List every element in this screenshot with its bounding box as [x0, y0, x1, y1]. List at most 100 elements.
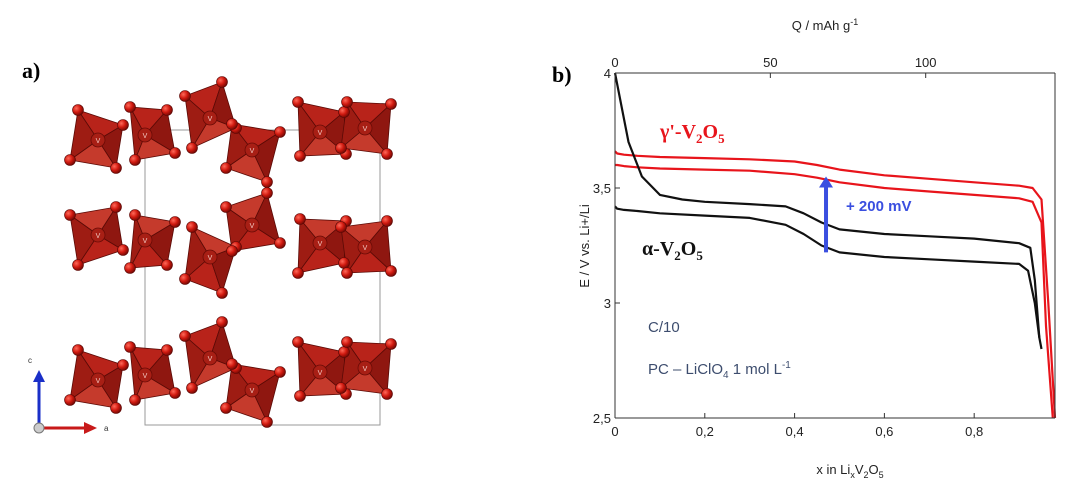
vanadium-label: V: [143, 133, 148, 140]
vanadium-atom: [137, 367, 153, 383]
oxygen-atom: [274, 126, 286, 138]
series-line-2: [613, 72, 1041, 338]
oxygen-atom: [226, 118, 238, 130]
oxygen-atom: [216, 287, 228, 299]
vanadium-atom: [312, 364, 328, 380]
electrolyte-annotation: PC – LiClO4 1 mol L-1: [648, 360, 791, 381]
vanadium-atom: [312, 235, 328, 251]
vanadium-label: V: [318, 130, 323, 137]
polyhedron-face: [184, 225, 211, 281]
x-tick-label: 0,2: [696, 424, 714, 439]
vanadium-atom: [312, 124, 328, 140]
vanadium-label: V: [143, 373, 148, 380]
oxygen-atom: [274, 366, 286, 378]
vanadium-atom: [137, 232, 153, 248]
vanadium-label: V: [363, 366, 368, 373]
oxygen-atom: [385, 338, 397, 350]
vanadium-atom: [357, 360, 373, 376]
y-axis-title: E / V vs. Li+/Li: [577, 204, 592, 288]
oxygen-atom: [381, 388, 393, 400]
y-tick-label: 2,5: [593, 411, 611, 426]
oxygen-atom: [338, 346, 350, 358]
oxygen-atom: [261, 416, 273, 428]
oxygen-atom: [161, 259, 173, 271]
panel-label-b: b): [552, 62, 572, 87]
polyhedron-face: [225, 362, 253, 409]
polyhedron-face: [129, 106, 146, 161]
polyhedron-face: [69, 108, 99, 161]
series-line-0: [614, 150, 1057, 419]
oxygen-atom: [110, 201, 122, 213]
polyhedron-face: [129, 214, 146, 269]
oxygen-atom: [220, 201, 232, 213]
oxygen-atom: [341, 96, 353, 108]
vanadium-label: V: [208, 255, 213, 262]
vanadium-atom: [202, 350, 218, 366]
x-tick-label: 0,8: [965, 424, 983, 439]
oxygen-atom: [64, 154, 76, 166]
x-tick-label: 0,6: [875, 424, 893, 439]
vanadium-label: V: [363, 245, 368, 252]
oxygen-atom: [186, 142, 198, 154]
vanadium-label: V: [208, 356, 213, 363]
oxygen-atom: [226, 245, 238, 257]
oxygen-atom: [129, 209, 141, 221]
ticks-layer: 0 0,2 0,4 0,6 0,82,533,540 50 100: [593, 55, 983, 439]
oxygen-atom: [341, 267, 353, 279]
vanadium-label: V: [318, 241, 323, 248]
polyhedron-face: [69, 348, 99, 401]
oxygen-atom: [220, 162, 232, 174]
oxygen-atom: [335, 221, 347, 233]
vanadium-atom: [202, 249, 218, 265]
oxygen-atom: [169, 147, 181, 159]
oxygen-atom: [117, 119, 129, 131]
polyhedron-face: [69, 214, 99, 267]
oxygen-atom: [292, 267, 304, 279]
oxygen-atom: [129, 154, 141, 166]
polyhedron-face: [184, 94, 211, 150]
y-tick-label: 3: [604, 296, 611, 311]
y-tick-label: 3,5: [593, 181, 611, 196]
a-axis-arrowhead: [84, 422, 97, 434]
shift-annotation: + 200 mV: [846, 198, 911, 215]
oxygen-atom: [220, 402, 232, 414]
oxygen-atom: [64, 209, 76, 221]
oxygen-atom: [294, 390, 306, 402]
oxygen-atom: [338, 106, 350, 118]
oxygen-atom: [341, 336, 353, 348]
vanadium-label: V: [250, 223, 255, 230]
oxygen-atom: [124, 341, 136, 353]
oxygen-atom: [261, 176, 273, 188]
atom-layer: [64, 76, 397, 428]
vanadium-atom: [357, 239, 373, 255]
oxygen-atom: [169, 387, 181, 399]
vanadium-label: V: [96, 378, 101, 385]
panel-label-a: a): [22, 58, 41, 83]
oxygen-atom: [338, 257, 350, 269]
oxygen-atom: [72, 344, 84, 356]
polyhedron-face: [225, 122, 253, 169]
vanadium-label: V: [143, 238, 148, 245]
oxygen-atom: [335, 142, 347, 154]
series-layer: [613, 72, 1057, 419]
x-axis-title: x in LixV2O5: [816, 462, 883, 480]
oxygen-atom: [186, 221, 198, 233]
vanadium-atom: [90, 227, 106, 243]
oxygen-atom: [381, 215, 393, 227]
crystal-structure-image: V V V V V V V V V V V V V V V V V V c a: [28, 76, 397, 434]
oxygen-atom: [381, 148, 393, 160]
polyhedron-face: [225, 206, 253, 253]
polyhedron-face: [129, 346, 146, 401]
shift-arrow: [819, 176, 834, 253]
x-tick-label: 0: [611, 424, 618, 439]
oxygen-atom: [72, 104, 84, 116]
polyhedron-face: [297, 340, 321, 398]
series-line-1: [615, 163, 1054, 419]
oxygen-atom: [124, 262, 136, 274]
oxygen-atom: [179, 273, 191, 285]
vanadium-label: V: [250, 388, 255, 395]
oxygen-atom: [64, 394, 76, 406]
series-label-gamma: γ'-V2O5: [659, 121, 725, 146]
oxygen-atom: [216, 76, 228, 88]
vanadium-atom: [202, 110, 218, 126]
